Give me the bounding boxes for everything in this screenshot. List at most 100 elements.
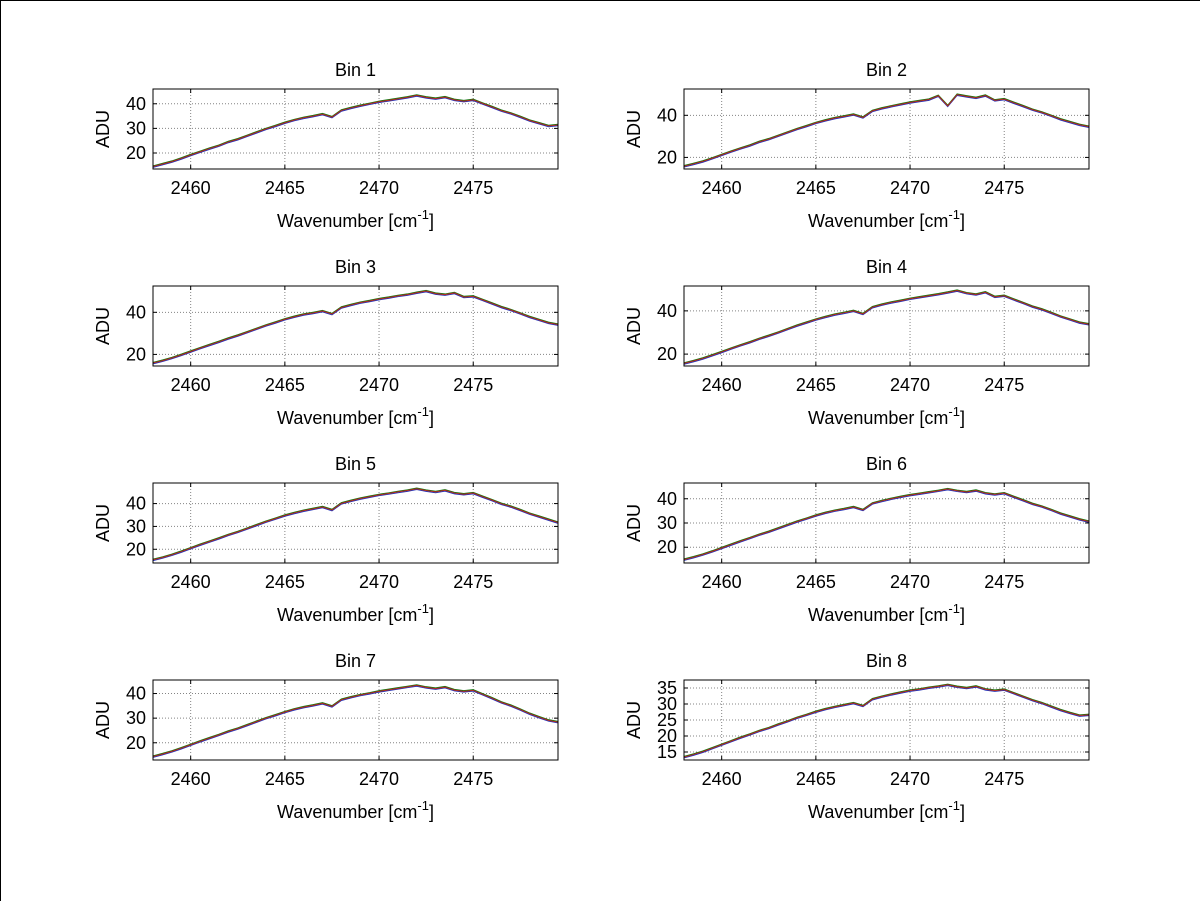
axes-box [683,285,1090,367]
spectrum-line [684,488,1089,561]
axes-box [152,482,559,564]
x-tick-label: 2465 [265,769,305,789]
x-axis-label: Wavenumber [cm-1] [808,601,965,625]
y-tick-label: 30 [657,513,677,533]
spectrum-line-underlay [153,95,558,168]
x-tick-label: 2470 [359,178,399,198]
x-tick-label: 2460 [171,572,211,592]
x-tick-label: 2475 [453,178,493,198]
x-axis-label: Wavenumber [cm-1] [808,798,965,822]
y-tick-label: 20 [126,143,146,163]
x-tick-label: 2465 [265,572,305,592]
spectrum-line-underlay [684,685,1089,759]
spectrum-line [153,488,558,561]
axes-box [683,88,1090,170]
subplot-bin-6: Bin 6 2460 2465 2470 2475 20 30 40 Wavenumber [c… [624,454,1090,625]
x-tick-label: 2475 [453,769,493,789]
y-tick-label: 25 [657,710,677,730]
x-tick-label: 2470 [890,769,930,789]
y-tick-label: 40 [657,105,677,125]
x-axis-label: Wavenumber [cm-1] [277,798,434,822]
x-tick-label: 2460 [171,375,211,395]
spectrum-line-underlay [153,94,558,167]
x-axis-label: Wavenumber [cm-1] [808,404,965,428]
y-axis-label: ADU [93,701,113,739]
subplot-bin-3: Bin 3 2460 2465 2470 2475 20 40 Wavenumber [cm-… [93,257,559,428]
x-tick-label: 2475 [984,375,1024,395]
y-tick-label: 40 [657,489,677,509]
y-tick-label: 35 [657,678,677,698]
y-tick-label: 20 [657,726,677,746]
spectrum-line-underlay [153,487,558,560]
subplot-bin-4: Bin 4 2460 2465 2470 2475 20 40 Wavenumber [cm-… [624,257,1090,428]
y-tick-label: 40 [126,684,146,704]
subplot-title: Bin 7 [335,651,376,671]
spectrum-line-underlay [684,683,1089,757]
subplot-title: Bin 6 [866,454,907,474]
spectrum-line [153,684,558,758]
subplot-bin-2: Bin 2 2460 2465 2470 2475 20 40 Wavenumber [cm-… [624,60,1090,231]
y-tick-label: 20 [126,539,146,559]
y-tick-label: 20 [657,344,677,364]
spectrum-line [684,684,1089,758]
y-axis-label: ADU [93,307,113,345]
subplot-title: Bin 2 [866,60,907,80]
subplot-title: Bin 8 [866,651,907,671]
spectrum-line-underlay [153,685,558,758]
y-tick-label: 20 [126,344,146,364]
x-tick-label: 2465 [796,572,836,592]
y-tick-label: 40 [126,302,146,322]
subplot-title: Bin 3 [335,257,376,277]
y-axis-label: ADU [93,110,113,148]
spectrum-line [684,94,1089,167]
subplot-title: Bin 5 [335,454,376,474]
axes-box [152,88,559,170]
y-axis-label: ADU [624,110,644,148]
axes-box [152,679,559,761]
y-tick-label: 20 [657,147,677,167]
x-tick-label: 2475 [984,178,1024,198]
subplot-bin-7: Bin 7 2460 2465 2470 2475 20 30 40 Wavenumber [c… [93,651,559,822]
x-tick-label: 2460 [702,769,742,789]
x-tick-label: 2470 [890,178,930,198]
subplot-bin-1: Bin 1 2460 2465 2470 2475 20 30 40 Wavenumber [c… [93,60,559,231]
x-axis-label: Wavenumber [cm-1] [277,207,434,231]
spectrum-line [153,94,558,168]
spectrum-line [684,290,1089,364]
y-tick-label: 30 [657,694,677,714]
x-tick-label: 2470 [359,572,399,592]
y-tick-label: 30 [126,708,146,728]
x-tick-label: 2465 [796,375,836,395]
y-axis-label: ADU [624,701,644,739]
x-tick-label: 2460 [171,769,211,789]
spectrum-line-underlay [153,291,558,365]
x-tick-label: 2465 [796,178,836,198]
y-tick-label: 20 [126,733,146,753]
y-tick-label: 15 [657,742,677,762]
x-tick-label: 2470 [359,375,399,395]
x-tick-label: 2475 [984,769,1024,789]
x-axis-label: Wavenumber [cm-1] [277,601,434,625]
y-tick-label: 40 [657,301,677,321]
y-tick-label: 20 [657,537,677,557]
spectrum-line-underlay [684,94,1089,168]
y-tick-label: 30 [126,516,146,536]
spectrum-line [153,290,558,364]
subplot-title: Bin 4 [866,257,907,277]
x-tick-label: 2465 [796,769,836,789]
x-tick-label: 2475 [984,572,1024,592]
y-tick-label: 40 [126,94,146,114]
x-tick-label: 2470 [359,769,399,789]
y-axis-label: ADU [624,307,644,345]
y-tick-label: 40 [126,494,146,514]
x-axis-label: Wavenumber [cm-1] [277,404,434,428]
x-tick-label: 2460 [702,572,742,592]
x-tick-label: 2460 [702,178,742,198]
x-tick-label: 2465 [265,375,305,395]
spectrum-line-underlay [684,290,1089,365]
y-axis-label: ADU [93,504,113,542]
spectrum-line-underlay [684,289,1089,364]
